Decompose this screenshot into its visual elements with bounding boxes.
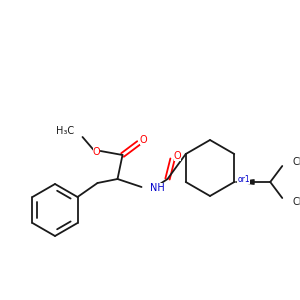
Text: O: O bbox=[93, 147, 100, 157]
Text: CH₃: CH₃ bbox=[292, 197, 300, 207]
Text: CH₃: CH₃ bbox=[292, 157, 300, 167]
Text: O: O bbox=[174, 151, 181, 161]
Text: or1: or1 bbox=[237, 175, 250, 184]
Polygon shape bbox=[234, 179, 254, 184]
Text: H₃C: H₃C bbox=[56, 126, 74, 136]
Text: O: O bbox=[140, 135, 147, 145]
Text: NH: NH bbox=[149, 183, 164, 193]
